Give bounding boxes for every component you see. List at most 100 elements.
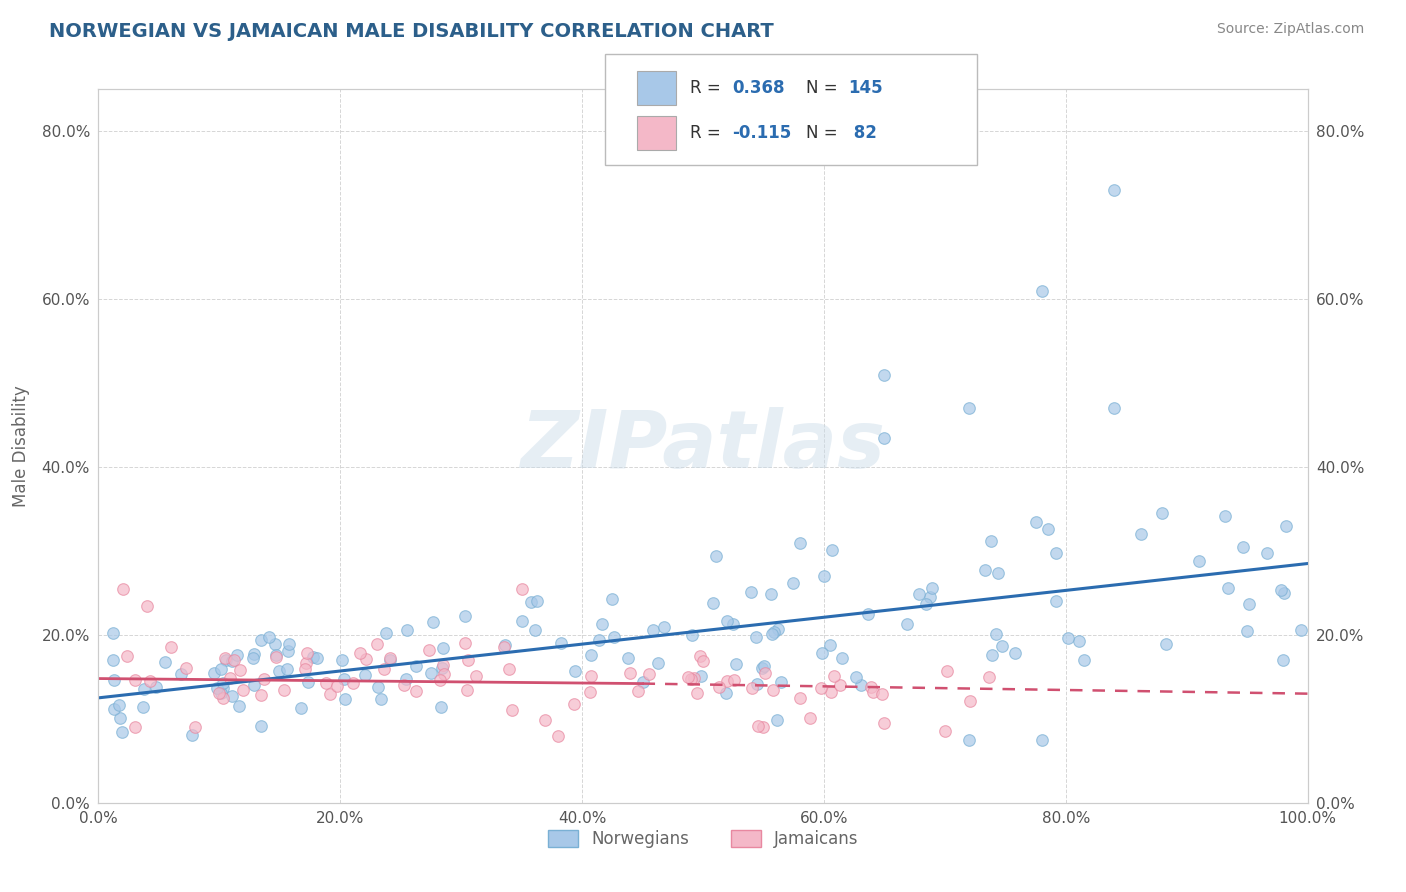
Point [418, 643, 440, 657]
Point [257, 630, 280, 644]
Point [101, 626, 124, 640]
Point [454, 636, 477, 650]
Point [325, 679, 347, 693]
Point [716, 614, 738, 628]
Point [633, 675, 655, 690]
Text: R =: R = [690, 124, 727, 142]
Point [103, 673, 125, 688]
Point [974, 563, 997, 577]
Point [721, 617, 744, 632]
Point [957, 401, 980, 416]
Point [533, 713, 555, 727]
Text: Source: ZipAtlas.com: Source: ZipAtlas.com [1216, 22, 1364, 37]
Point [921, 581, 943, 595]
Point [1045, 546, 1067, 560]
Point [228, 699, 250, 714]
Point [1024, 515, 1046, 529]
Point [810, 681, 832, 695]
Text: N =: N = [806, 79, 842, 97]
Point [1130, 526, 1153, 541]
Point [242, 651, 264, 665]
Point [1291, 623, 1313, 637]
Point [980, 534, 1002, 549]
Point [107, 698, 129, 712]
Point [160, 640, 183, 655]
Point [1004, 646, 1026, 660]
Point [873, 716, 896, 731]
Point [315, 675, 337, 690]
Point [134, 681, 156, 696]
Point [1270, 582, 1292, 597]
Point [181, 728, 204, 742]
Point [429, 673, 451, 687]
Text: NORWEGIAN VS JAMAICAN MALE DISABILITY CORRELATION CHART: NORWEGIAN VS JAMAICAN MALE DISABILITY CO… [49, 22, 773, 41]
Point [1218, 581, 1240, 595]
Point [1102, 401, 1125, 416]
Point [395, 672, 418, 686]
Point [547, 729, 569, 743]
Point [294, 661, 316, 675]
Point [524, 623, 547, 637]
Point [222, 653, 245, 667]
Point [1154, 637, 1177, 651]
Point [354, 652, 377, 666]
Text: R =: R = [690, 79, 727, 97]
Point [373, 662, 395, 676]
Point [986, 627, 1008, 641]
Point [1057, 631, 1080, 645]
Point [1237, 597, 1260, 611]
Point [740, 585, 762, 599]
Point [1073, 652, 1095, 666]
Point [873, 368, 896, 382]
Point [319, 687, 342, 701]
Point [762, 683, 785, 698]
Point [770, 674, 793, 689]
Point [799, 711, 821, 725]
Point [250, 632, 273, 647]
Point [342, 676, 364, 690]
Point [1232, 541, 1254, 555]
Point [111, 582, 134, 596]
Point [170, 667, 193, 681]
Point [747, 719, 769, 733]
Point [205, 681, 228, 695]
Point [564, 665, 586, 679]
Point [987, 566, 1010, 580]
Point [600, 591, 623, 606]
Point [111, 724, 134, 739]
Point [851, 678, 873, 692]
Point [914, 597, 936, 611]
Point [510, 582, 533, 596]
Point [862, 685, 884, 699]
Point [761, 587, 783, 601]
Point [689, 669, 711, 683]
Point [766, 622, 789, 636]
Point [432, 661, 454, 675]
Point [307, 651, 329, 665]
Point [501, 703, 523, 717]
Point [1272, 586, 1295, 600]
Point [761, 627, 783, 641]
Point [860, 680, 883, 694]
Point [453, 608, 475, 623]
Point [831, 651, 853, 665]
Point [714, 686, 737, 700]
Point [724, 657, 747, 672]
Point [745, 631, 768, 645]
Point [510, 614, 533, 628]
Point [202, 665, 225, 680]
Point [420, 666, 443, 681]
Point [920, 590, 942, 604]
Point [1031, 284, 1053, 298]
Point [1275, 518, 1298, 533]
Point [562, 697, 585, 711]
Point [209, 686, 232, 700]
Point [707, 680, 730, 694]
Point [103, 701, 125, 715]
Point [380, 653, 402, 667]
Point [686, 686, 709, 700]
Point [498, 662, 520, 676]
Point [266, 648, 288, 662]
Point [1213, 508, 1236, 523]
Point [752, 720, 775, 734]
